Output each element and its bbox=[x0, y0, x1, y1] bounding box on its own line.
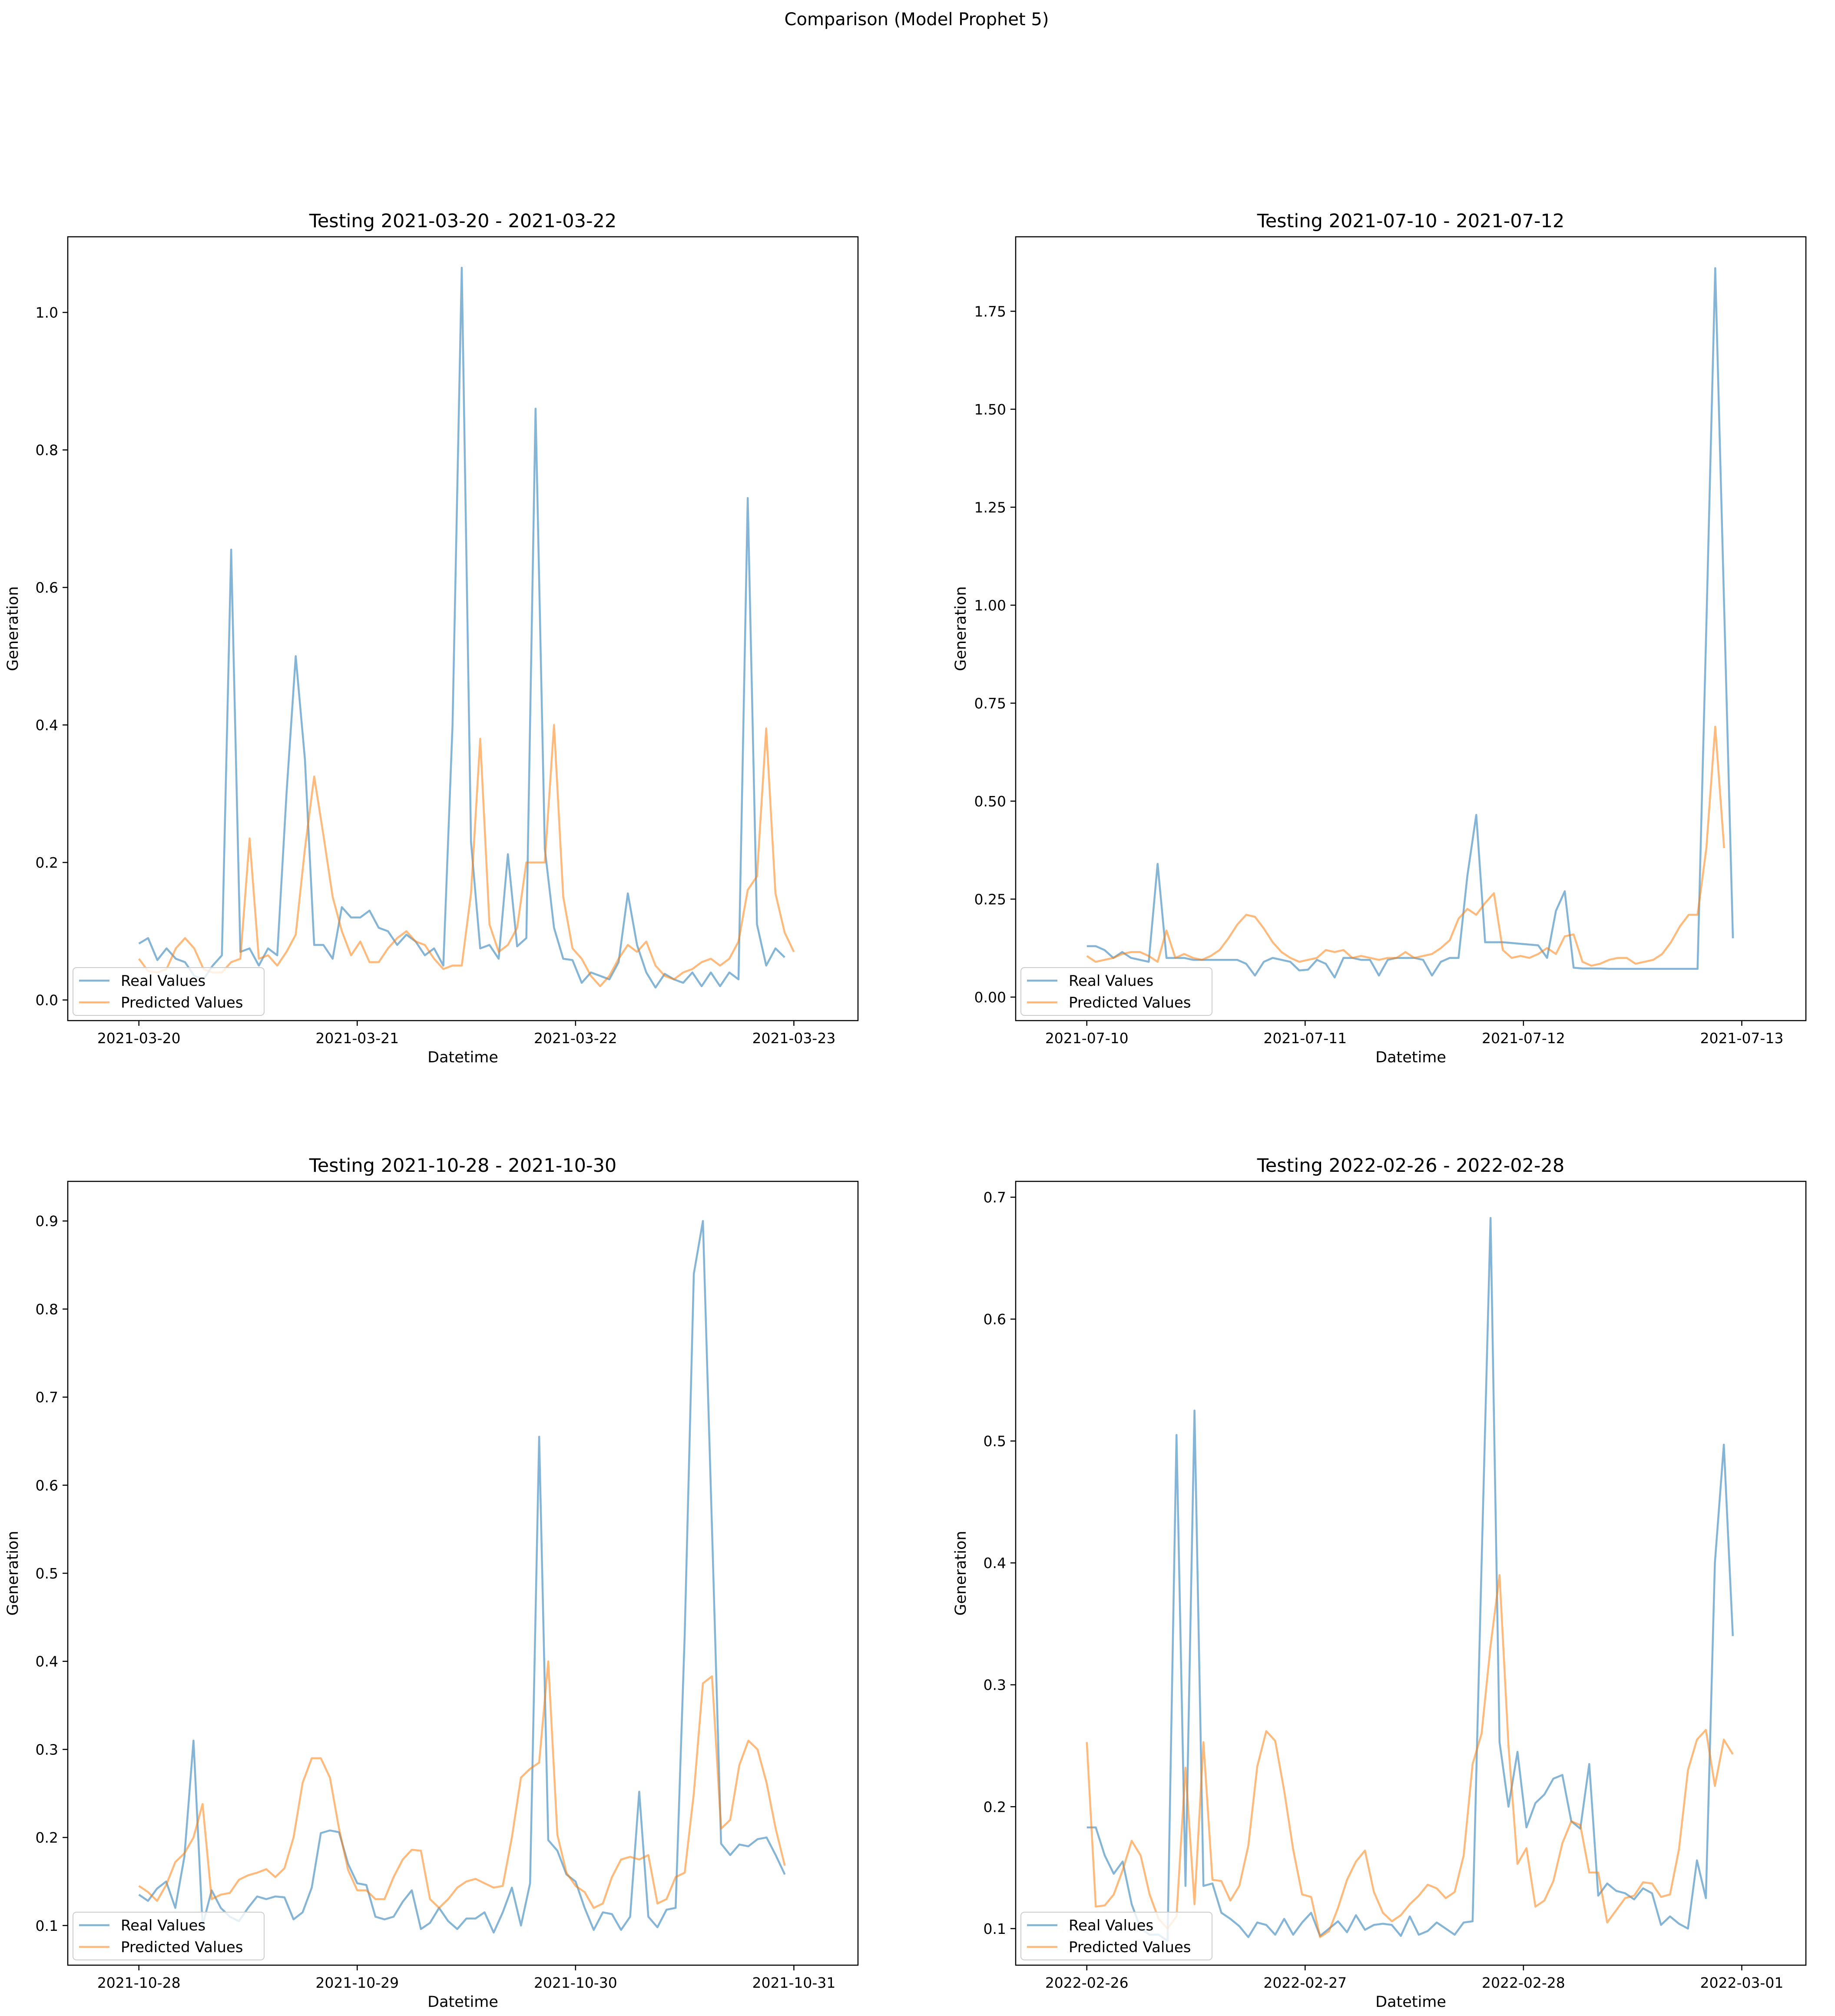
series-line-predicted bbox=[138, 724, 795, 988]
y-tick-label: 0.2 bbox=[36, 854, 58, 871]
series-line-real bbox=[1086, 1217, 1734, 1942]
chart-panels: Testing 2021-03-20 - 2021-03-22 0.0 0.2 0.4… bbox=[4, 210, 1807, 2011]
legend-label: Predicted Values bbox=[1069, 994, 1191, 1011]
axes-frame bbox=[67, 236, 859, 1021]
x-axis-label: Datetime bbox=[427, 1049, 498, 1066]
y-axis-label: Generation bbox=[952, 586, 970, 671]
x-tick-label: 2021-03-20 bbox=[97, 1030, 181, 1047]
legend: Real Values Predicted Values bbox=[73, 967, 265, 1016]
y-tick-label: 0.4 bbox=[36, 1653, 58, 1670]
y-tick-label: 1.50 bbox=[974, 401, 1006, 418]
chart-panel-4: Testing 2022-02-26 - 2022-02-28 0.1 0.2 0.3… bbox=[952, 1155, 1807, 2011]
chart-title: Testing 2021-03-20 - 2021-03-22 bbox=[309, 210, 616, 232]
legend-label: Real Values bbox=[1069, 1917, 1153, 1934]
figure-suptitle: Comparison (Model Prophet 5) bbox=[785, 10, 1049, 30]
x-tick-label: 2021-03-23 bbox=[752, 1030, 836, 1047]
legend-box bbox=[73, 967, 265, 1016]
x-tick-label: 2021-07-11 bbox=[1263, 1030, 1347, 1047]
y-axis-label: Generation bbox=[4, 586, 22, 671]
y-tick-label: 0.3 bbox=[36, 1741, 58, 1758]
x-tick-label: 2021-10-30 bbox=[534, 1974, 617, 1991]
y-tick-label: 1.75 bbox=[974, 303, 1006, 320]
y-axis-label: Generation bbox=[4, 1531, 22, 1615]
legend-box bbox=[1020, 967, 1212, 1016]
y-tick-label: 0.7 bbox=[36, 1389, 58, 1406]
y-tick-label: 0.0 bbox=[36, 992, 58, 1009]
legend-label: Real Values bbox=[121, 1917, 205, 1934]
chart-panel-3: Testing 2021-10-28 - 2021-10-30 0.1 0.2 0.3… bbox=[4, 1155, 859, 2011]
y-tick-label: 0.75 bbox=[974, 695, 1006, 712]
x-tick-label: 2021-07-12 bbox=[1482, 1030, 1565, 1047]
y-tick-label: 0.5 bbox=[984, 1433, 1006, 1450]
legend-label: Predicted Values bbox=[121, 1939, 243, 1956]
legend: Real Values Predicted Values bbox=[1020, 1912, 1212, 1960]
x-tick-label: 2021-10-31 bbox=[752, 1974, 836, 1991]
y-tick-label: 0.6 bbox=[36, 579, 58, 596]
axes-frame bbox=[1015, 1180, 1807, 1966]
y-tick-label: 0.6 bbox=[984, 1311, 1006, 1328]
y-tick-label: 0.7 bbox=[984, 1189, 1006, 1206]
y-tick-label: 0.2 bbox=[984, 1798, 1006, 1815]
series-line-real bbox=[1086, 267, 1734, 979]
y-tick-label: 0.2 bbox=[36, 1829, 58, 1846]
axes-frame bbox=[1015, 236, 1807, 1021]
legend-label: Predicted Values bbox=[1069, 1939, 1191, 1956]
chart-panel-1: Testing 2021-03-20 - 2021-03-22 0.0 0.2 0.4… bbox=[4, 210, 859, 1066]
x-axis-label: Datetime bbox=[1375, 1993, 1446, 2011]
y-tick-label: 0.5 bbox=[36, 1565, 58, 1582]
y-tick-label: 0.25 bbox=[974, 891, 1006, 908]
legend-box bbox=[1020, 1912, 1212, 1960]
y-tick-label: 0.8 bbox=[36, 442, 58, 459]
x-tick-label: 2021-10-29 bbox=[315, 1974, 399, 1991]
y-tick-label: 0.4 bbox=[36, 717, 58, 734]
series-line-real bbox=[138, 266, 785, 989]
x-tick-label: 2021-03-21 bbox=[315, 1030, 399, 1047]
axes-frame bbox=[67, 1180, 859, 1966]
x-tick-label: 2021-07-13 bbox=[1700, 1030, 1784, 1047]
y-tick-label: 0.4 bbox=[984, 1555, 1006, 1572]
chart-title: Testing 2022-02-26 - 2022-02-28 bbox=[1257, 1155, 1564, 1177]
y-tick-label: 0.6 bbox=[36, 1477, 58, 1494]
y-tick-label: 0.00 bbox=[974, 989, 1006, 1006]
x-tick-label: 2021-10-28 bbox=[97, 1974, 181, 1991]
chart-title: Testing 2021-07-10 - 2021-07-12 bbox=[1257, 210, 1564, 232]
x-axis-label: Datetime bbox=[427, 1993, 498, 2011]
series-line-predicted bbox=[138, 1660, 786, 1909]
legend-label: Real Values bbox=[1069, 972, 1153, 990]
y-tick-label: 1.00 bbox=[974, 597, 1006, 614]
legend: Real Values Predicted Values bbox=[73, 1912, 265, 1960]
y-tick-label: 0.50 bbox=[974, 793, 1006, 810]
legend-box bbox=[73, 1912, 265, 1960]
series-line-real bbox=[138, 1220, 786, 1934]
x-tick-label: 2021-07-10 bbox=[1045, 1030, 1129, 1047]
chart-title: Testing 2021-10-28 - 2021-10-30 bbox=[309, 1155, 616, 1177]
x-axis-label: Datetime bbox=[1375, 1049, 1446, 1066]
y-tick-label: 0.9 bbox=[36, 1213, 58, 1230]
x-tick-label: 2021-03-22 bbox=[534, 1030, 617, 1047]
legend-label: Real Values bbox=[121, 972, 205, 990]
legend: Real Values Predicted Values bbox=[1020, 967, 1212, 1016]
x-tick-label: 2022-03-01 bbox=[1700, 1974, 1784, 1991]
x-tick-label: 2022-02-28 bbox=[1482, 1974, 1565, 1991]
series-line-predicted bbox=[1086, 726, 1725, 967]
y-tick-label: 0.3 bbox=[984, 1677, 1006, 1694]
series-line-predicted bbox=[1086, 1574, 1734, 1938]
y-tick-label: 0.1 bbox=[984, 1920, 1006, 1937]
y-tick-label: 0.1 bbox=[36, 1917, 58, 1934]
legend-label: Predicted Values bbox=[121, 994, 243, 1011]
y-tick-label: 1.25 bbox=[974, 499, 1006, 516]
x-tick-label: 2022-02-27 bbox=[1263, 1974, 1347, 1991]
y-tick-label: 0.8 bbox=[36, 1301, 58, 1318]
y-tick-label: 1.0 bbox=[36, 304, 58, 321]
chart-panel-2: Testing 2021-07-10 - 2021-07-12 0.00 0.25 0… bbox=[952, 210, 1807, 1066]
x-tick-label: 2022-02-26 bbox=[1045, 1974, 1129, 1991]
y-axis-label: Generation bbox=[952, 1531, 970, 1615]
